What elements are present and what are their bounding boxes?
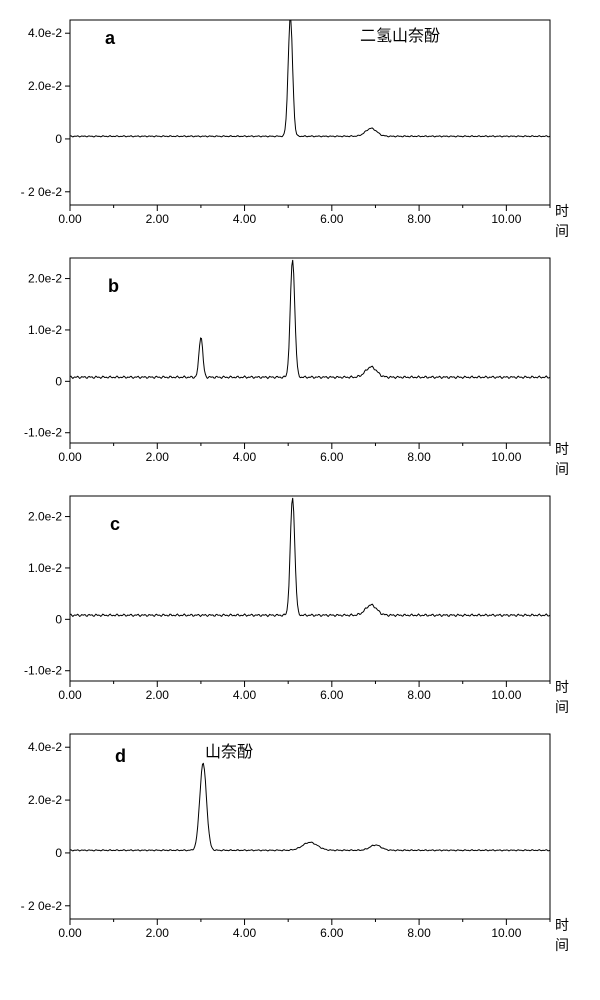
x-tick-label: 4.00	[233, 212, 257, 226]
panel-label: c	[110, 514, 120, 535]
compound-label: 山奈酚	[205, 738, 253, 762]
x-tick-label: 2.00	[146, 450, 170, 464]
y-tick-label: 4.0e-2	[28, 740, 62, 754]
y-tick-label: 1.0e-2	[28, 323, 62, 337]
x-tick-label: 4.00	[233, 450, 257, 464]
chart-svg: -1.0e-2 0 1.0e-2 2.0e-2 0.00 2.00 4.00 6.00 8.00…	[10, 486, 580, 716]
chromatogram-figure: a 二氢山奈酚时间 - 2 0e-2 0 2.0e-2 4.0e-2 0.00 2.00 4.0…	[10, 10, 590, 954]
chart-panel-a: a 二氢山奈酚时间 - 2 0e-2 0 2.0e-2 4.0e-2 0.00 2.00 4.0…	[10, 10, 580, 240]
y-tick-label: - 2 0e-2	[21, 899, 63, 913]
panel-label: d	[115, 746, 126, 767]
x-axis-label: 时间	[555, 439, 580, 479]
x-tick-label: 8.00	[407, 926, 431, 940]
x-tick-label: 4.00	[233, 688, 257, 702]
chart-panel-d: d 山奈酚时间 - 2 0e-2 0 2.0e-2 4.0e-2 0.00 2.00 4.00 6…	[10, 724, 580, 954]
chart-panel-c: c 时间 -1.0e-2 0 1.0e-2 2.0e-2 0.00 2.00 4.00 6.00 8…	[10, 486, 580, 716]
y-tick-label: 0	[55, 132, 62, 146]
chart-panel-b: b 时间 -1.0e-2 0 1.0e-2 2.0e-2 0.00 2.00 4.00 6.00 8…	[10, 248, 580, 478]
x-axis-label: 时间	[555, 915, 580, 955]
x-tick-label: 6.00	[320, 926, 344, 940]
y-tick-label: 2.0e-2	[28, 272, 62, 286]
y-tick-label: 0	[55, 612, 62, 626]
chart-svg: -1.0e-2 0 1.0e-2 2.0e-2 0.00 2.00 4.00 6.00 8.00…	[10, 248, 580, 478]
panel-label: a	[105, 28, 115, 49]
x-tick-label: 8.00	[407, 688, 431, 702]
x-axis-label: 时间	[555, 677, 580, 717]
x-tick-label: 6.00	[320, 688, 344, 702]
chart-svg: - 2 0e-2 0 2.0e-2 4.0e-2 0.00 2.00 4.00 6.00 8.0…	[10, 10, 580, 240]
y-tick-label: -1.0e-2	[24, 664, 62, 678]
y-tick-label: 2.0e-2	[28, 79, 62, 93]
x-tick-label: 0.00	[58, 688, 82, 702]
y-tick-label: 2.0e-2	[28, 510, 62, 524]
x-tick-label: 0.00	[58, 212, 82, 226]
x-tick-label: 8.00	[407, 450, 431, 464]
y-tick-label: 0	[55, 374, 62, 388]
y-tick-label: 2.0e-2	[28, 793, 62, 807]
x-tick-label: 2.00	[146, 212, 170, 226]
x-tick-label: 10.00	[491, 212, 521, 226]
y-tick-label: -1.0e-2	[24, 426, 62, 440]
x-tick-label: 4.00	[233, 926, 257, 940]
x-tick-label: 6.00	[320, 450, 344, 464]
y-tick-label: 0	[55, 846, 62, 860]
compound-label: 二氢山奈酚	[360, 22, 440, 46]
x-tick-label: 6.00	[320, 212, 344, 226]
x-tick-label: 10.00	[491, 450, 521, 464]
x-tick-label: 0.00	[58, 450, 82, 464]
x-tick-label: 0.00	[58, 926, 82, 940]
y-tick-label: - 2 0e-2	[21, 185, 63, 199]
x-tick-label: 2.00	[146, 688, 170, 702]
x-tick-label: 2.00	[146, 926, 170, 940]
x-tick-label: 10.00	[491, 688, 521, 702]
chart-svg: - 2 0e-2 0 2.0e-2 4.0e-2 0.00 2.00 4.00 6.00 8.0…	[10, 724, 580, 954]
panel-label: b	[108, 276, 119, 297]
x-axis-label: 时间	[555, 201, 580, 241]
x-tick-label: 8.00	[407, 212, 431, 226]
y-tick-label: 4.0e-2	[28, 26, 62, 40]
y-tick-label: 1.0e-2	[28, 561, 62, 575]
x-tick-label: 10.00	[491, 926, 521, 940]
